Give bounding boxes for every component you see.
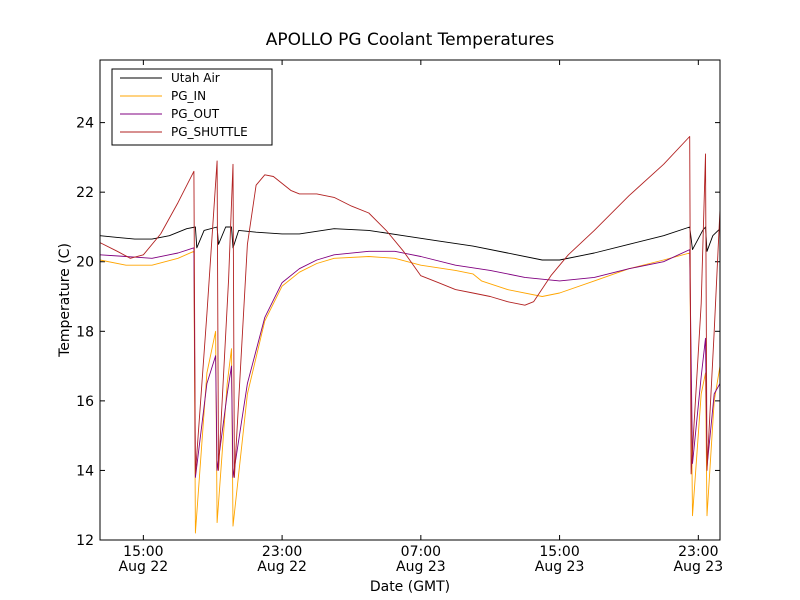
y-tick-label: 22 <box>76 185 94 201</box>
y-tick-label: 12 <box>76 533 94 549</box>
x-tick-label-date: Aug 23 <box>535 559 585 575</box>
legend-label-pg-out: PG_OUT <box>171 107 220 121</box>
x-tick-label-time: 15:00 <box>539 544 579 560</box>
x-tick-label-date: Aug 22 <box>119 559 169 575</box>
legend-label-pg-shuttle: PG_SHUTTLE <box>171 125 248 139</box>
x-tick-label-time: 07:00 <box>401 544 441 560</box>
x-tick-label-date: Aug 22 <box>257 559 307 575</box>
x-axis-label: Date (GMT) <box>370 579 450 595</box>
series-line-pg-shuttle <box>99 136 721 478</box>
x-tick-label-date: Aug 23 <box>396 559 446 575</box>
chart-title: APOLLO PG Coolant Temperatures <box>266 30 555 50</box>
plot-frame <box>99 59 721 541</box>
x-tick-label-time: 23:00 <box>262 544 302 560</box>
y-tick-label: 16 <box>76 394 94 410</box>
y-tick-label: 20 <box>76 255 94 271</box>
legend: Utah Air PG_IN PG_OUT PG_SHUTTLE <box>111 68 273 146</box>
x-tick-label-time: 23:00 <box>678 544 718 560</box>
legend-label-utah-air: Utah Air <box>171 71 220 85</box>
y-tick-label: 14 <box>76 463 94 479</box>
y-axis-label: Temperature (C) <box>57 243 73 358</box>
x-tick-label-date: Aug 23 <box>674 559 724 575</box>
x-tick-label-time: 15:00 <box>123 544 163 560</box>
y-tick-label: 24 <box>76 116 94 132</box>
legend-label-pg-in: PG_IN <box>171 89 206 103</box>
y-tick-label: 18 <box>76 324 94 340</box>
series-group <box>99 136 721 534</box>
